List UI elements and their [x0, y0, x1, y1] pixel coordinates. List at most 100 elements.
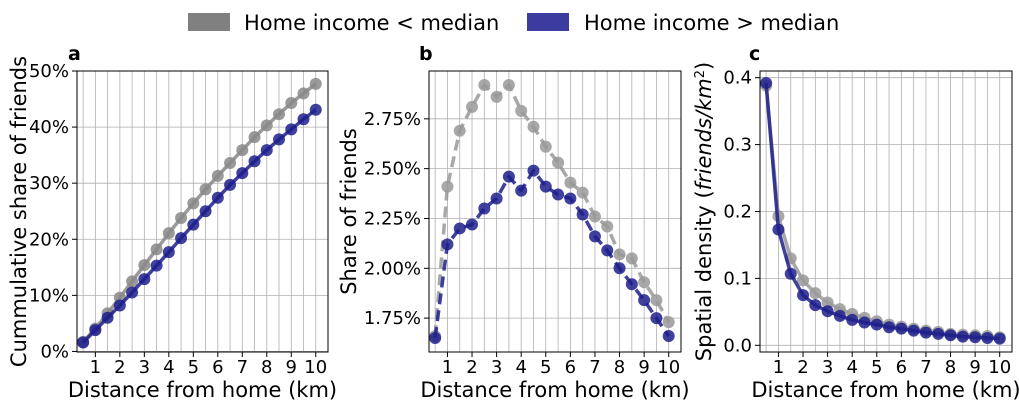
y-axis: 0% 10% 20% 30% 40% 50%Cummulative share of fr…	[7, 56, 77, 367]
data-point	[919, 326, 932, 339]
data-point	[944, 329, 957, 342]
x-axis-label: Distance from home (km)	[751, 378, 1019, 402]
data-point	[956, 330, 969, 343]
data-point	[539, 140, 552, 153]
x-tick-label: 9	[969, 357, 980, 378]
legend-swatch-above-median	[527, 13, 569, 31]
data-point	[846, 313, 859, 326]
y-tick-label: 40%	[29, 117, 69, 138]
data-point	[564, 176, 577, 189]
data-point	[502, 170, 515, 183]
data-point	[101, 311, 114, 324]
y-tick-label: 0.2	[723, 202, 752, 223]
plot-frame	[76, 70, 329, 353]
data-point	[150, 259, 163, 272]
x-tick-label: 3	[822, 357, 833, 378]
data-point	[552, 156, 565, 169]
data-point	[466, 100, 479, 113]
legend-label-below-median: Home income < median	[244, 11, 499, 35]
data-point	[199, 205, 212, 218]
data-point	[490, 90, 503, 103]
y-tick-label: 50%	[29, 61, 69, 82]
x-tick-label: 6	[565, 357, 576, 378]
data-point	[113, 299, 126, 312]
y-axis-label: Cummulative share of friends	[7, 56, 31, 367]
series-above-median	[760, 77, 1006, 345]
data-point	[187, 197, 200, 210]
data-point	[821, 296, 834, 309]
data-point	[981, 331, 994, 344]
x-tick-label: 8	[261, 357, 272, 378]
x-tick-label: 2	[797, 357, 808, 378]
data-point	[126, 275, 139, 288]
panel-label: c	[749, 43, 760, 65]
x-tick-label: 3	[139, 357, 150, 378]
data-point	[883, 321, 896, 334]
y-tick-label: 0.4	[723, 68, 752, 89]
data-point	[797, 289, 810, 302]
data-point	[993, 332, 1006, 345]
y-axis: 1.75% 2.00% 2.25% 2.50% 2.75%Share of friend…	[337, 109, 429, 329]
x-tick-label: 10	[304, 357, 327, 378]
data-point	[809, 287, 822, 300]
panel-label: b	[419, 43, 433, 65]
data-point	[907, 324, 920, 337]
x-tick-label: 4	[163, 357, 174, 378]
x-axis-label: Distance from home (km)	[68, 378, 337, 402]
data-point	[211, 169, 224, 182]
y-tick-label: 2.25%	[364, 208, 421, 229]
y-axis-label-exponent: 2	[693, 70, 708, 78]
data-point	[224, 156, 237, 169]
data-point	[638, 294, 651, 307]
y-tick-label: 1.75%	[364, 308, 421, 329]
data-point	[784, 267, 797, 280]
data-point	[613, 248, 626, 261]
data-point	[187, 218, 200, 231]
y-tick-label: 0.3	[723, 135, 752, 156]
data-point	[478, 202, 491, 215]
data-point	[236, 167, 249, 180]
data-point	[809, 299, 822, 312]
grid	[77, 71, 328, 352]
data-point	[564, 192, 577, 205]
data-point	[662, 330, 675, 343]
y-axis-label-suffix: )	[692, 62, 716, 70]
data-point	[601, 220, 614, 233]
y-tick-label: 0.1	[723, 268, 752, 289]
series-line	[433, 83, 671, 337]
series-below-median	[77, 77, 322, 348]
data-point	[969, 331, 982, 344]
x-tick-label: 5	[188, 357, 199, 378]
series-below-median	[429, 78, 675, 343]
y-tick-label: 0%	[40, 341, 69, 362]
y-tick-label: 2.75%	[364, 109, 421, 130]
y-tick-label: 2.00%	[364, 258, 421, 279]
data-point	[478, 78, 491, 91]
data-point	[175, 232, 188, 245]
x-axis-label: Distance from home (km)	[420, 378, 689, 402]
data-point	[466, 218, 479, 231]
y-tick-label: 20%	[29, 229, 69, 250]
grid	[429, 71, 681, 352]
x-tick-label: 2	[466, 357, 477, 378]
y-axis: 0.0 0.1 0.2 0.3 0.4 Spatial density (friends/…	[692, 62, 760, 361]
data-point	[273, 108, 286, 121]
data-point	[576, 208, 589, 221]
data-point	[126, 286, 139, 299]
x-tick-label: 6	[896, 357, 907, 378]
data-point	[576, 186, 589, 199]
x-tick-label: 6	[212, 357, 223, 378]
data-point	[502, 78, 515, 91]
data-point	[138, 259, 151, 272]
data-point	[490, 192, 503, 205]
data-point	[441, 238, 454, 251]
data-point	[429, 332, 442, 345]
x-tick-label: 8	[945, 357, 956, 378]
x-tick-label: 1	[773, 357, 784, 378]
x-tick-label: 5	[540, 357, 551, 378]
data-point	[662, 316, 675, 329]
data-point	[453, 222, 466, 235]
